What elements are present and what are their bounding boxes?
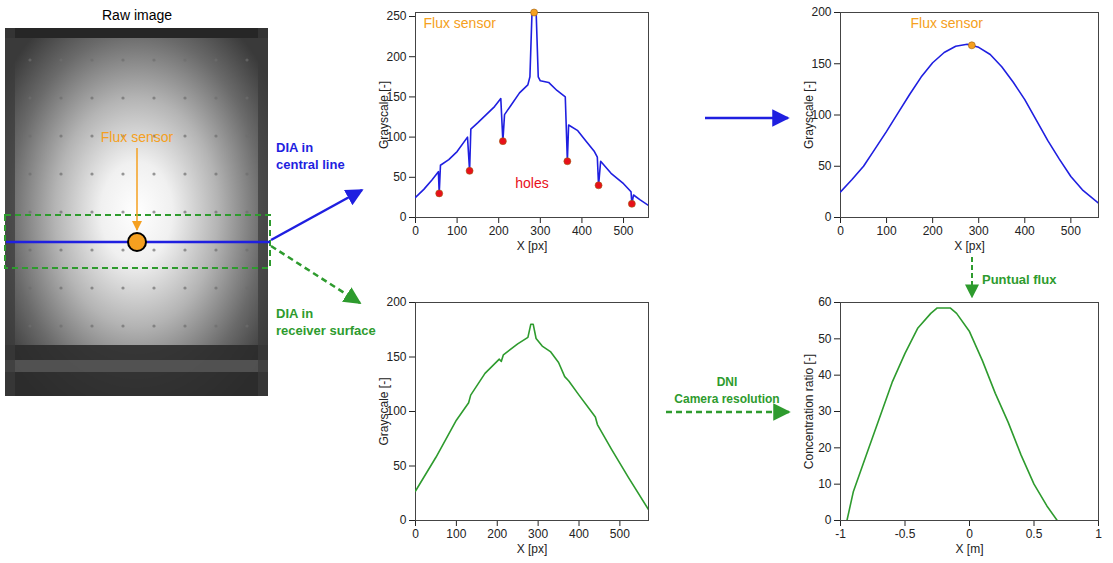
svg-text:Camera resolution: Camera resolution <box>674 392 779 406</box>
svg-text:150: 150 <box>386 89 407 104</box>
svg-text:holes: holes <box>515 175 548 191</box>
svg-text:-0.5: -0.5 <box>895 527 916 541</box>
svg-text:200: 200 <box>487 527 507 541</box>
svg-text:300: 300 <box>530 224 550 238</box>
svg-text:150: 150 <box>811 57 831 71</box>
svg-text:200: 200 <box>923 224 943 238</box>
svg-text:Grayscale [-]: Grayscale [-] <box>377 81 391 149</box>
svg-text:200: 200 <box>489 224 509 238</box>
svg-text:X [px]: X [px] <box>954 239 985 253</box>
svg-text:60: 60 <box>818 295 832 309</box>
svg-text:200: 200 <box>811 5 831 19</box>
svg-text:200: 200 <box>386 50 406 64</box>
svg-text:100: 100 <box>446 527 466 541</box>
svg-text:250: 250 <box>386 9 406 23</box>
svg-text:50: 50 <box>818 332 832 346</box>
svg-text:10: 10 <box>818 477 832 491</box>
svg-text:50: 50 <box>818 159 832 173</box>
svg-text:0: 0 <box>825 513 832 527</box>
svg-text:100: 100 <box>447 224 467 238</box>
svg-text:200: 200 <box>386 295 406 309</box>
svg-text:DIA in: DIA in <box>276 306 313 321</box>
svg-text:Raw image: Raw image <box>102 7 172 23</box>
svg-text:Puntual flux: Puntual flux <box>982 272 1057 287</box>
svg-text:40: 40 <box>818 368 832 382</box>
svg-text:400: 400 <box>569 527 589 541</box>
svg-text:X [px]: X [px] <box>517 542 548 556</box>
svg-text:0: 0 <box>825 210 832 224</box>
svg-text:Concentration ratio [-]: Concentration ratio [-] <box>802 354 816 469</box>
svg-text:400: 400 <box>572 224 592 238</box>
svg-text:100: 100 <box>811 107 832 122</box>
svg-text:0.5: 0.5 <box>1026 527 1043 541</box>
svg-text:20: 20 <box>818 441 832 455</box>
svg-text:50: 50 <box>393 170 407 184</box>
svg-text:0: 0 <box>412 224 419 238</box>
svg-text:Flux sensor: Flux sensor <box>101 129 174 145</box>
svg-text:500: 500 <box>610 527 630 541</box>
svg-text:0: 0 <box>400 210 407 224</box>
svg-text:500: 500 <box>614 224 634 238</box>
svg-text:Grayscale [-]: Grayscale [-] <box>802 81 816 149</box>
svg-text:400: 400 <box>1015 224 1035 238</box>
svg-text:100: 100 <box>386 129 407 144</box>
svg-text:DIA in: DIA in <box>276 140 313 155</box>
svg-text:0: 0 <box>966 527 973 541</box>
svg-text:Grayscale [-]: Grayscale [-] <box>377 377 391 445</box>
svg-text:DNI: DNI <box>717 375 738 389</box>
svg-text:300: 300 <box>969 224 989 238</box>
svg-text:50: 50 <box>393 459 407 473</box>
svg-text:1: 1 <box>1095 527 1102 541</box>
svg-text:0: 0 <box>837 224 844 238</box>
svg-text:500: 500 <box>1061 224 1081 238</box>
svg-text:100: 100 <box>877 224 897 238</box>
svg-text:100: 100 <box>386 404 407 419</box>
svg-text:-1: -1 <box>835 527 846 541</box>
svg-text:Flux sensor: Flux sensor <box>911 15 984 31</box>
svg-text:0: 0 <box>412 527 419 541</box>
svg-text:X [px]: X [px] <box>517 239 548 253</box>
svg-text:300: 300 <box>528 527 548 541</box>
svg-text:central line: central line <box>276 157 345 172</box>
svg-text:Flux sensor: Flux sensor <box>424 15 497 31</box>
svg-text:X [m]: X [m] <box>955 542 983 556</box>
svg-text:30: 30 <box>818 404 832 418</box>
svg-text:receiver surface: receiver surface <box>276 323 376 338</box>
svg-text:0: 0 <box>400 513 407 527</box>
svg-text:150: 150 <box>386 350 406 364</box>
